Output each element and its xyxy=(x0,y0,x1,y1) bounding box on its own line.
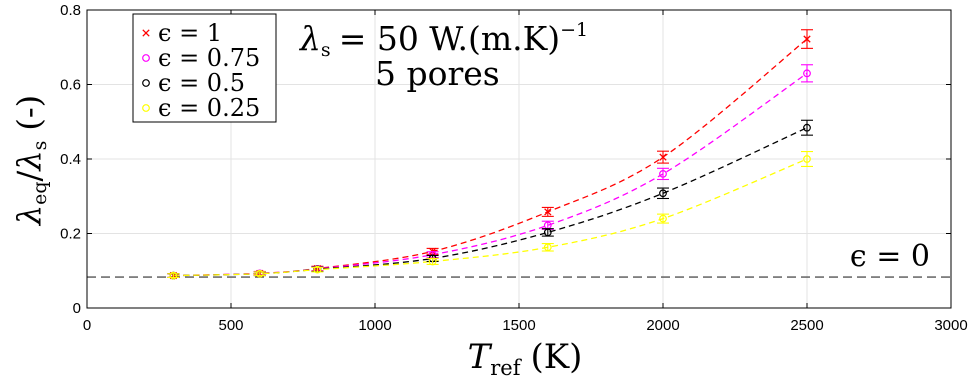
marker-s1-p5 xyxy=(659,169,667,178)
errorbar-s3-p4 xyxy=(541,243,554,252)
errorbar-s3-p6 xyxy=(801,151,813,167)
annotation-pores: 5 pores xyxy=(375,54,500,93)
y-tick-label-1: 0.2 xyxy=(60,226,81,243)
x-tick-label-0: 0 xyxy=(83,317,91,334)
marker-s2-p4 xyxy=(543,228,552,237)
legend-marker-3 xyxy=(142,104,150,112)
annotation-lambda: λ xyxy=(298,19,321,58)
legend-label-2: ϵ = 0.5 xyxy=(158,69,245,97)
marker-s0-p5 xyxy=(659,153,667,161)
marker-s0-p4 xyxy=(544,208,552,216)
marker-s3-p0 xyxy=(169,271,178,280)
legend: ϵ = 1ϵ = 0.75ϵ = 0.5ϵ = 0.25 xyxy=(132,13,277,123)
marker-s3-p1 xyxy=(255,269,264,278)
legend-label-1: ϵ = 0.75 xyxy=(158,44,260,72)
x-tick-label-5: 2500 xyxy=(790,317,823,334)
marker-s1-p6 xyxy=(803,69,811,78)
y-label-slash: / xyxy=(10,170,48,181)
marker-s3-p2 xyxy=(313,265,322,274)
x-tick-label-2: 1000 xyxy=(358,317,391,334)
fit-curve-series-1 xyxy=(173,72,808,277)
y-tick-label-3: 0.6 xyxy=(60,77,81,94)
fit-curves xyxy=(173,38,808,277)
y-label-unit: (-) xyxy=(10,95,48,131)
annotation-lambda-subscript: s xyxy=(321,39,331,61)
annotation: λs = 50 W.(m.K)−1 5 pores xyxy=(298,19,588,93)
y-tick-label-4: 0.8 xyxy=(60,2,81,19)
marker-s2-p6 xyxy=(803,123,811,132)
fit-curve-series-2 xyxy=(173,127,808,277)
x-label-unit: (K) xyxy=(531,337,583,377)
marker-s3-p4 xyxy=(543,243,552,252)
legend-marker-1 xyxy=(142,54,150,62)
y-label-sub2: s xyxy=(29,141,51,151)
legend-label-3: ϵ = 0.25 xyxy=(158,94,260,122)
y-tick-label-2: 0.4 xyxy=(60,151,81,168)
y-label-var2: λ xyxy=(10,150,48,172)
x-label-sub: ref xyxy=(490,356,522,380)
baseline-label: ϵ = 0 xyxy=(850,239,930,274)
legend-box xyxy=(132,13,277,123)
legend-marker-0 xyxy=(142,29,150,37)
y-tick-label-0: 0 xyxy=(73,300,81,317)
marker-s0-p6 xyxy=(803,35,811,43)
x-tick-label-3: 1500 xyxy=(502,317,535,334)
errorbar-s3-p1 xyxy=(253,271,266,277)
x-tick-label-4: 2000 xyxy=(646,317,679,334)
fit-curve-series-3 xyxy=(173,158,808,277)
errorbar-s3-p2 xyxy=(311,266,324,273)
x-tick-label-6: 3000 xyxy=(934,317,967,334)
y-axis-label: λeq/λs(-) xyxy=(10,95,51,227)
legend-label-0: ϵ = 1 xyxy=(158,19,222,47)
marker-s3-p3 xyxy=(428,257,437,266)
annotation-exponent: −1 xyxy=(560,19,588,41)
legend-marker-2 xyxy=(142,79,150,87)
errorbar-s1-p6 xyxy=(801,64,813,83)
x-label-var: T xyxy=(468,337,493,377)
x-tick-label-1: 500 xyxy=(218,317,243,334)
errorbar-s1-p5 xyxy=(657,167,669,181)
errorbar-s2-p6 xyxy=(801,119,813,136)
errorbar-s3-p0 xyxy=(167,273,180,279)
y-label-sub1: eq xyxy=(29,181,51,204)
y-label-var1: λ xyxy=(10,205,48,227)
fit-curve-series-0 xyxy=(173,38,808,277)
axis-ticks: 0 500 1000 1500 2000 2500 3000 0 0.2 0.4 0.6 0.8 xyxy=(60,2,968,334)
marker-s3-p6 xyxy=(803,155,811,163)
data-markers xyxy=(167,29,813,280)
annotation-equation: = 50 W.(m.K) xyxy=(339,19,560,58)
x-axis-label: Tref (K) xyxy=(468,337,583,380)
marker-s2-p5 xyxy=(659,189,667,198)
svg-text:λs= 50 W.(m.K)−1: λs = 50 W.(m.K)−1 xyxy=(298,19,588,61)
marker-s3-p5 xyxy=(659,214,667,223)
